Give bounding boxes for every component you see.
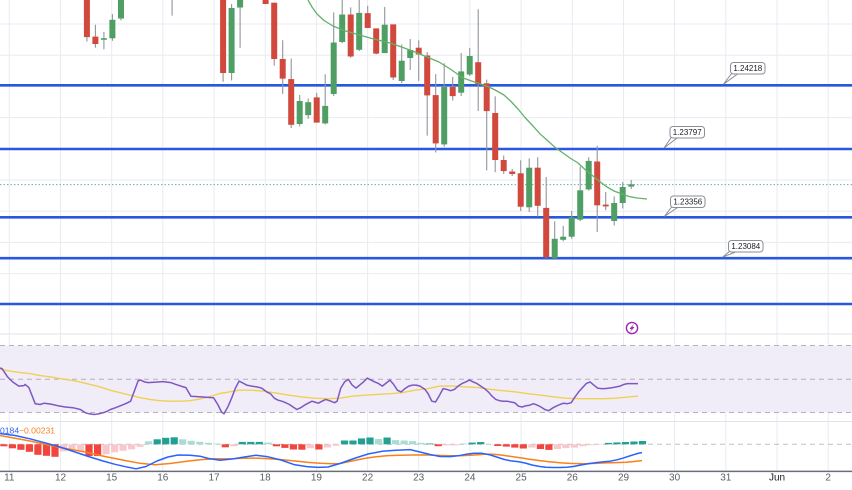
svg-text:1.23356: 1.23356 bbox=[673, 197, 702, 206]
svg-text:16: 16 bbox=[157, 473, 169, 484]
svg-text:25: 25 bbox=[516, 473, 528, 484]
svg-text:26: 26 bbox=[567, 473, 579, 484]
svg-text:19: 19 bbox=[311, 473, 323, 484]
svg-text:17: 17 bbox=[208, 473, 220, 484]
svg-text:30: 30 bbox=[669, 473, 681, 484]
svg-text:−0.00231: −0.00231 bbox=[19, 426, 55, 436]
svg-text:23: 23 bbox=[413, 473, 425, 484]
svg-text:1.23797: 1.23797 bbox=[673, 128, 702, 137]
svg-text:1.23084: 1.23084 bbox=[731, 242, 760, 251]
svg-text:2: 2 bbox=[825, 473, 831, 484]
svg-text:11: 11 bbox=[4, 473, 15, 484]
svg-text:0184: 0184 bbox=[0, 426, 19, 436]
svg-text:12: 12 bbox=[55, 473, 67, 484]
svg-text:31: 31 bbox=[720, 473, 732, 484]
svg-text:Jun: Jun bbox=[769, 473, 785, 484]
svg-text:15: 15 bbox=[106, 473, 118, 484]
svg-text:1.24218: 1.24218 bbox=[733, 64, 762, 73]
svg-text:24: 24 bbox=[464, 473, 476, 484]
svg-text:29: 29 bbox=[618, 473, 630, 484]
svg-text:22: 22 bbox=[362, 473, 374, 484]
svg-text:18: 18 bbox=[260, 473, 272, 484]
